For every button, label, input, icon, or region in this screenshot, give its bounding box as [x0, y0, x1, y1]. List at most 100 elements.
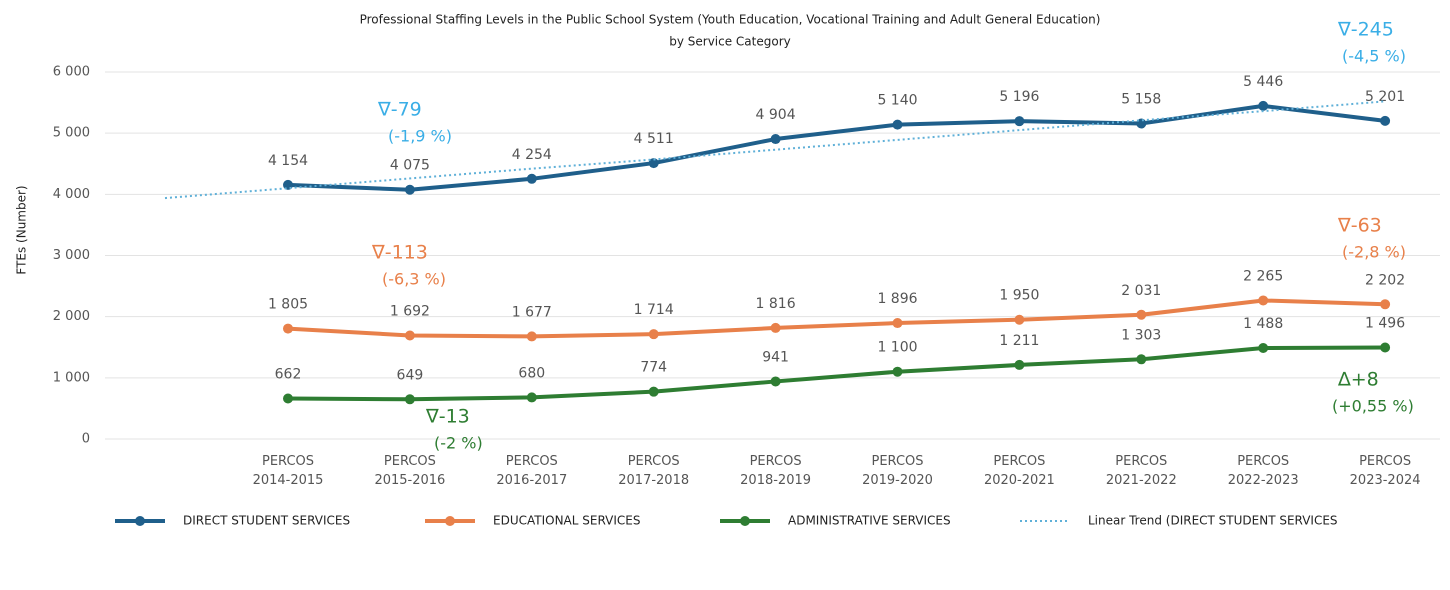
data-label: 1 896: [877, 291, 917, 307]
data-label: 5 196: [999, 89, 1039, 105]
y-tick-label: 2 000: [53, 309, 90, 324]
annotation: (+0,55 %): [1332, 397, 1414, 416]
series-line: [287, 345, 1386, 402]
data-point: [526, 392, 537, 403]
annotation: (-4,5 %): [1342, 47, 1406, 66]
x-tick-label: PERCOS 2021-2022: [1105, 454, 1177, 488]
annotation: ∇-245: [1337, 19, 1394, 41]
data-point: [283, 393, 293, 404]
data-label: 1 100: [877, 340, 917, 356]
data-label: 1 816: [756, 296, 796, 312]
data-label: 4 154: [268, 153, 308, 169]
series-line: [287, 298, 1386, 339]
data-point: [283, 323, 293, 334]
x-tick-label: PERCOS 2019-2020: [862, 454, 933, 488]
data-point: [892, 366, 903, 377]
annotation: ∇-79: [377, 99, 422, 121]
data-point: [404, 330, 415, 341]
data-point: [1014, 116, 1025, 127]
legend-label: Linear Trend (DIRECT STUDENT SERVICES: [1088, 514, 1338, 528]
x-tick-label: PERCOS 2016-2017: [496, 454, 568, 488]
data-label: 2 202: [1365, 272, 1405, 288]
data-point: [526, 331, 537, 342]
data-label: 649: [397, 367, 424, 383]
y-tick-label: 6 000: [53, 65, 90, 80]
data-point: [770, 322, 781, 333]
x-tick-label: PERCOS 2014-2015: [252, 454, 324, 488]
data-label: 1 805: [268, 297, 308, 313]
data-point: [648, 158, 659, 169]
annotation: (-1,9 %): [388, 127, 452, 146]
data-label: 4 904: [756, 107, 796, 123]
data-label: 662: [275, 367, 302, 383]
data-label: 1 496: [1365, 315, 1405, 331]
data-label: 941: [762, 349, 789, 365]
data-point: [1380, 342, 1391, 353]
data-label: 4 511: [634, 131, 674, 147]
data-point: [892, 318, 903, 329]
data-point: [1380, 115, 1391, 126]
legend-label: ADMINISTRATIVE SERVICES: [788, 514, 951, 528]
data-label: 1 488: [1243, 316, 1283, 332]
data-point: [648, 386, 659, 397]
data-label: 1 950: [999, 288, 1039, 304]
data-point: [526, 173, 537, 184]
data-label: 5 446: [1243, 74, 1283, 90]
legend-marker: [135, 516, 145, 526]
data-label: 2 031: [1121, 283, 1161, 299]
data-label: 4 254: [512, 147, 552, 163]
legend-label: DIRECT STUDENT SERVICES: [183, 514, 350, 528]
data-label: 4 075: [390, 158, 430, 174]
y-axis-label: FTEs (Number): [15, 185, 29, 274]
data-label: 5 140: [877, 93, 917, 109]
x-tick-label: PERCOS 2017-2018: [618, 454, 690, 488]
trend-line: [164, 100, 1386, 200]
annotation: (-2,8 %): [1342, 243, 1406, 262]
data-point: [1136, 309, 1147, 320]
legend-marker: [740, 516, 750, 526]
data-point: [1014, 359, 1025, 370]
data-label: 5 201: [1365, 89, 1405, 105]
annotation: (-2 %): [434, 434, 483, 453]
data-label: 1 211: [999, 333, 1039, 349]
data-point: [1014, 314, 1025, 325]
data-point: [404, 184, 415, 195]
data-label: 1 692: [390, 304, 430, 320]
annotation: ∇-13: [425, 406, 470, 428]
annotation: ∇-113: [371, 242, 428, 264]
data-label: 5 158: [1121, 92, 1161, 108]
annotation: ∆+8: [1337, 369, 1379, 391]
legend-label: EDUCATIONAL SERVICES: [493, 514, 640, 528]
legend-marker: [445, 516, 455, 526]
data-point: [648, 329, 659, 340]
data-label: 1 714: [634, 302, 674, 318]
data-point: [1380, 299, 1391, 310]
y-tick-label: 4 000: [53, 187, 90, 202]
chart-title: Professional Staffing Levels in the Publ…: [360, 13, 1101, 27]
data-point: [892, 119, 903, 130]
data-label: 2 265: [1243, 268, 1283, 284]
data-point: [1258, 342, 1269, 353]
annotation: ∇-63: [1337, 215, 1382, 237]
y-tick-label: 0: [82, 432, 90, 447]
data-point: [770, 376, 781, 387]
y-tick-label: 5 000: [53, 126, 90, 141]
x-tick-label: PERCOS 2020-2021: [983, 454, 1055, 488]
data-point: [770, 134, 781, 145]
chart-subtitle: by Service Category: [669, 35, 791, 49]
annotation: (-6,3 %): [382, 270, 446, 289]
x-tick-label: PERCOS 2018-2019: [740, 454, 812, 488]
y-tick-label: 1 000: [53, 370, 90, 385]
data-point: [1136, 354, 1147, 365]
data-point: [1258, 100, 1269, 111]
x-tick-label: PERCOS 2022-2023: [1227, 454, 1299, 488]
data-point: [1258, 295, 1269, 306]
data-label: 1 677: [512, 304, 552, 320]
x-tick-label: PERCOS 2023-2024: [1349, 454, 1421, 488]
data-label: 1 303: [1121, 327, 1161, 343]
series-line: [287, 103, 1386, 192]
data-label: 680: [518, 365, 545, 381]
x-tick-label: PERCOS 2015-2016: [374, 454, 446, 488]
